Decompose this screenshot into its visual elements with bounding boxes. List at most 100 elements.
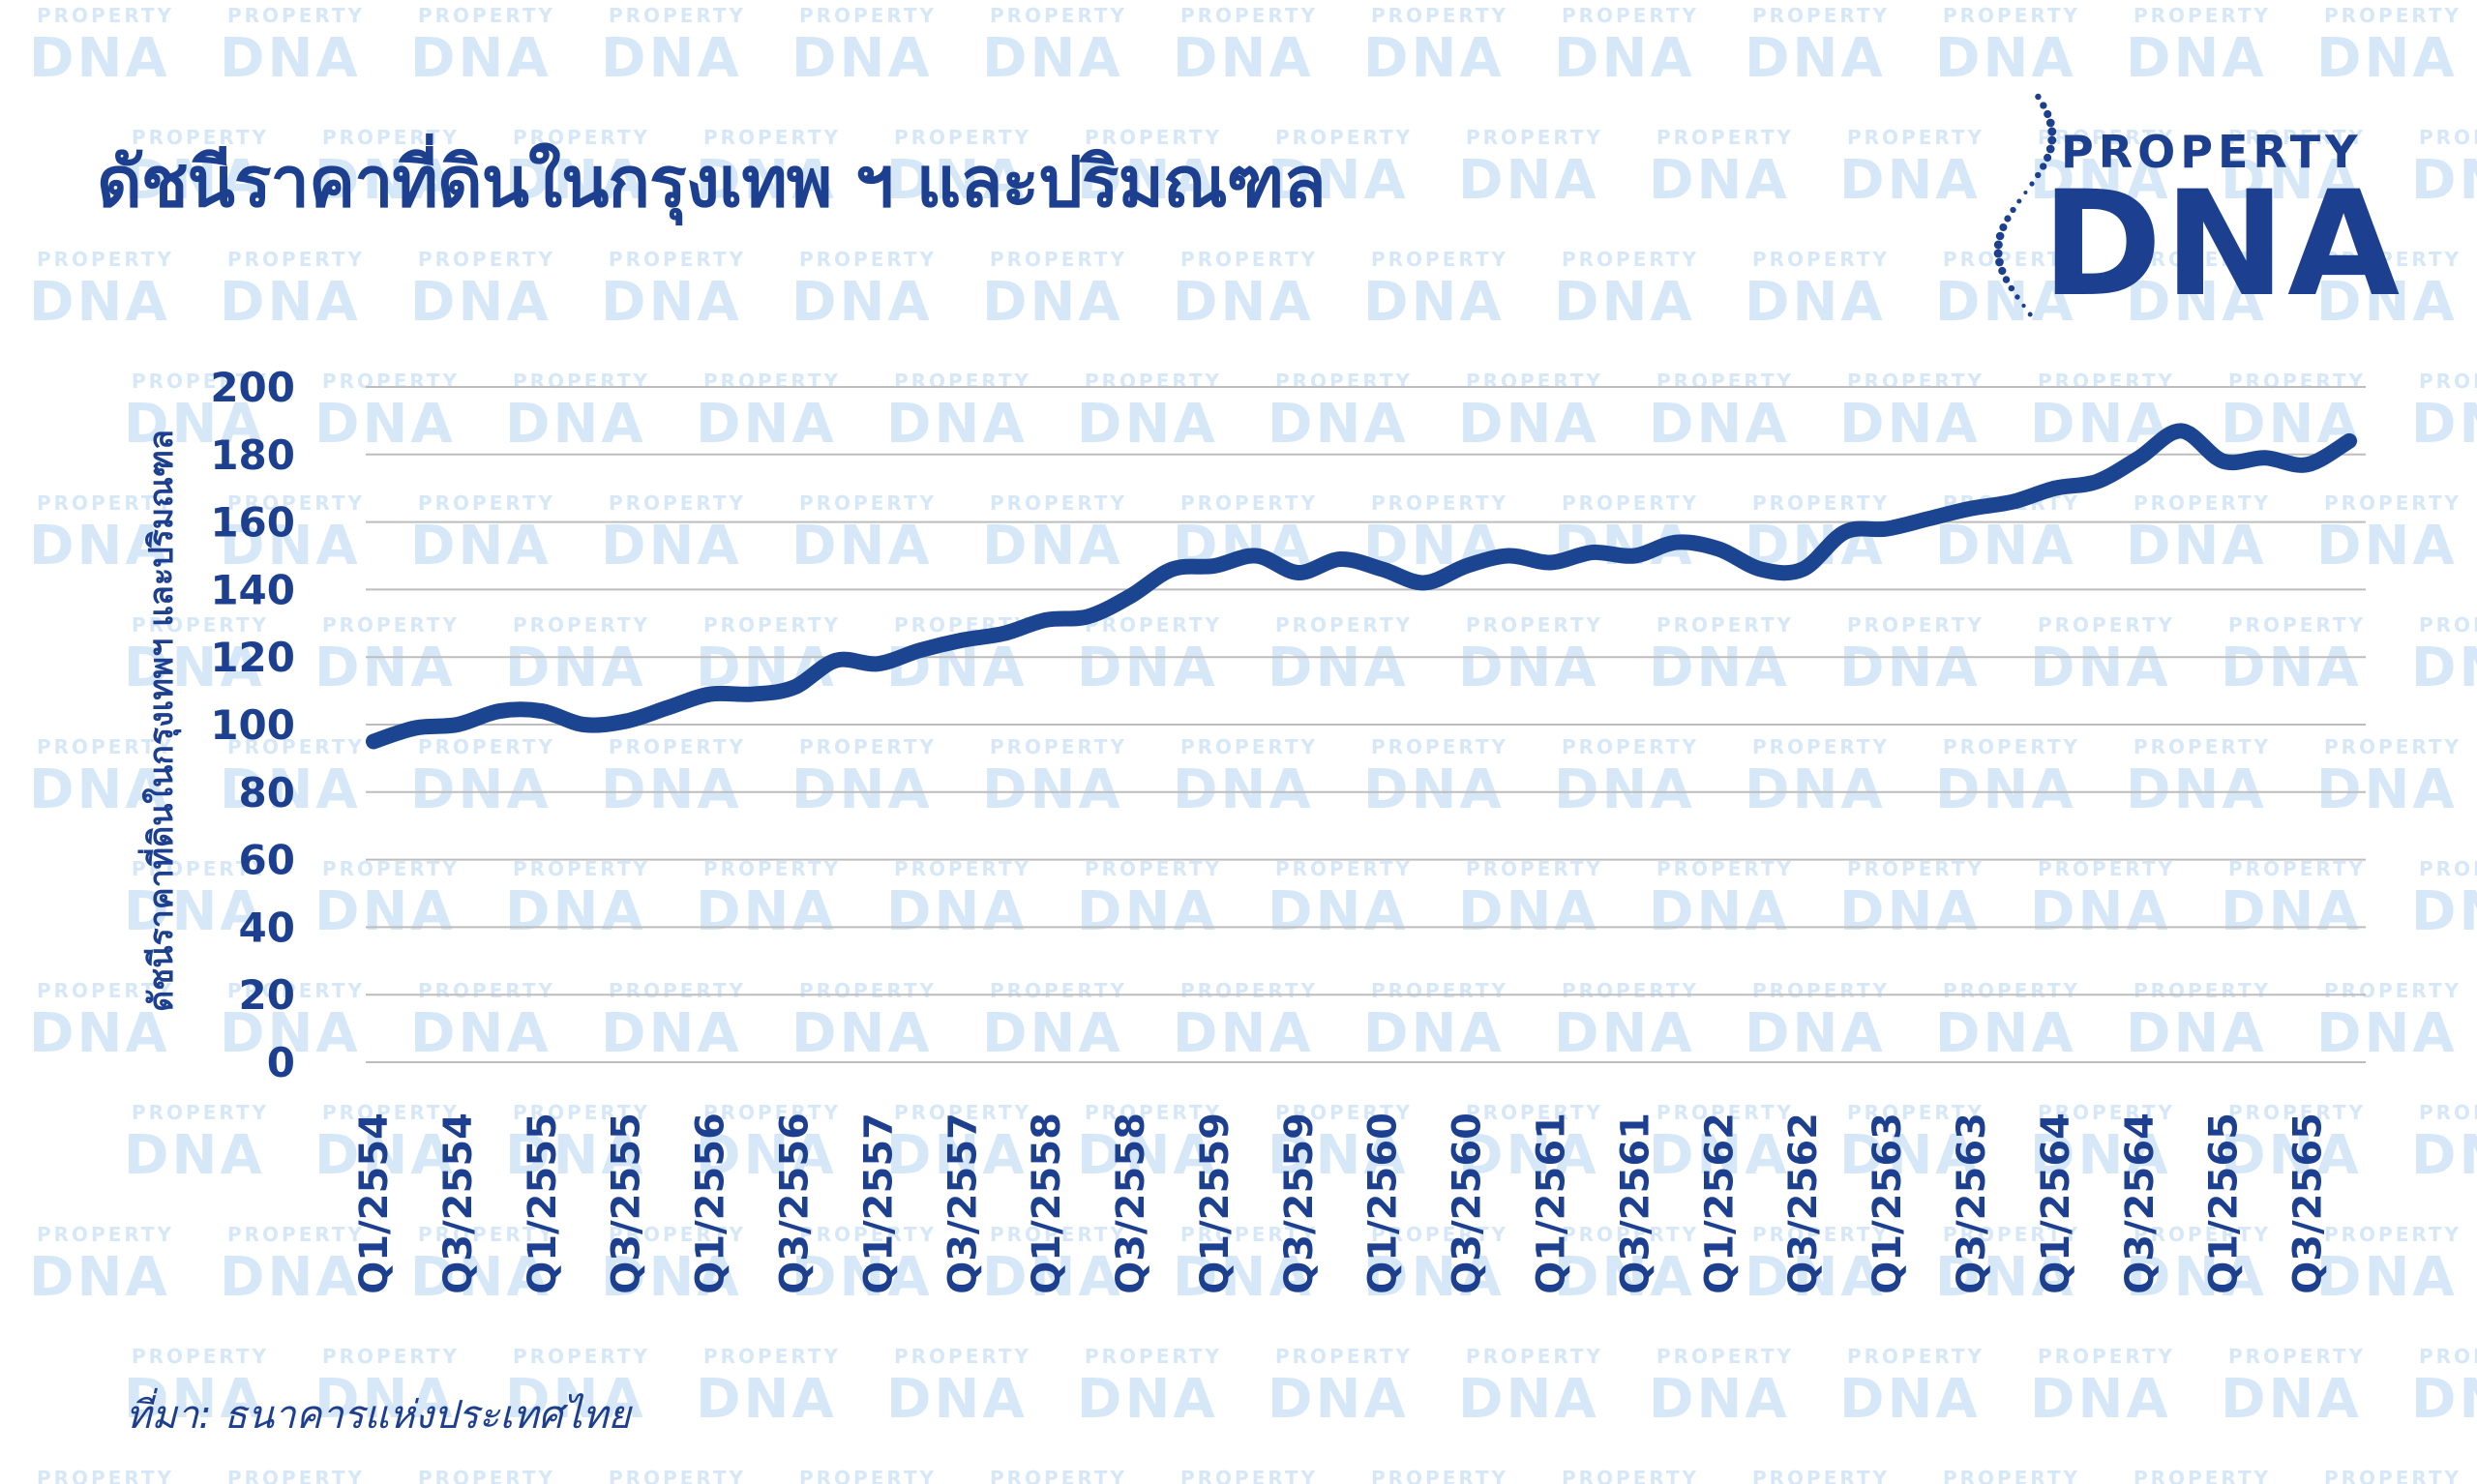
data-point xyxy=(1927,518,1930,520)
watermark-text-bottom: DNA xyxy=(1173,271,1314,334)
watermark-text-top: PROPERTY xyxy=(418,979,555,1002)
helix-dot xyxy=(2035,93,2042,101)
watermark-text-bottom: DNA xyxy=(2126,1002,2267,1065)
watermark-text-top: PROPERTY xyxy=(418,4,555,27)
y-tick-label: 100 xyxy=(210,701,295,749)
x-tick-label: Q1/2565 xyxy=(2202,1113,2247,1294)
watermark-text-bottom: DNA xyxy=(2316,515,2458,578)
data-point xyxy=(2180,430,2183,432)
watermark-text-top: PROPERTY xyxy=(2134,1467,2271,1484)
data-point xyxy=(1045,618,1048,621)
x-tick-label: Q3/2556 xyxy=(772,1113,817,1294)
helix-dot xyxy=(1995,231,2005,241)
data-point xyxy=(582,724,585,726)
y-tick-label: 180 xyxy=(210,431,295,479)
watermark-text-top: PROPERTY xyxy=(1275,613,1413,637)
watermark-text-bottom: DNA xyxy=(2221,637,2362,699)
helix-dot xyxy=(2045,118,2055,128)
watermark-text-top: PROPERTY xyxy=(1752,1223,1890,1246)
watermark-text-bottom: DNA xyxy=(1077,1124,1218,1187)
x-tick-label: Q3/2554 xyxy=(436,1113,481,1294)
watermark-text-top: PROPERTY xyxy=(1466,370,1603,393)
watermark-text-top: PROPERTY xyxy=(37,248,174,271)
watermark-text-bottom: DNA xyxy=(410,1246,552,1309)
helix-dot xyxy=(2040,163,2047,170)
data-point xyxy=(1297,571,1299,574)
watermark-text-top: PROPERTY xyxy=(418,248,555,271)
watermark-text-bottom: DNA xyxy=(1745,1002,1886,1065)
x-tick-label: Q1/2555 xyxy=(521,1113,565,1294)
watermark-text-bottom: DNA xyxy=(791,271,933,334)
watermark-text-bottom: DNA xyxy=(982,1246,1123,1309)
watermark-text-bottom: DNA xyxy=(2030,880,2171,943)
x-tick-label: Q1/2558 xyxy=(1025,1113,1069,1294)
watermark-text-top: PROPERTY xyxy=(799,1223,937,1246)
watermark-text-top: PROPERTY xyxy=(1656,1345,1794,1368)
watermark-text-bottom: DNA xyxy=(1077,149,1218,212)
helix-dot xyxy=(1995,257,2004,267)
watermark-text-bottom: DNA xyxy=(601,758,742,821)
watermark-text-top: PROPERTY xyxy=(609,248,746,271)
watermark-text-bottom: DNA xyxy=(2030,149,2171,212)
watermark-text-top: PROPERTY xyxy=(2419,1345,2477,1368)
watermark-text-bottom: DNA xyxy=(696,1368,837,1431)
data-point xyxy=(961,638,964,641)
watermark-text-bottom: DNA xyxy=(1554,758,1695,821)
watermark-text-top: PROPERTY xyxy=(799,4,937,27)
watermark-text-bottom: DNA xyxy=(29,271,170,334)
x-tick-label: Q1/2562 xyxy=(1697,1113,1742,1294)
watermark-text-top: PROPERTY xyxy=(2419,613,2477,637)
watermark-text-bottom: DNA xyxy=(1173,758,1314,821)
watermark-text-top: PROPERTY xyxy=(1275,370,1413,393)
y-tick-label: 40 xyxy=(239,904,295,951)
watermark-text-top: PROPERTY xyxy=(1180,491,1318,515)
watermark-text-top: PROPERTY xyxy=(1656,126,1794,149)
y-tick-label: 140 xyxy=(210,566,295,613)
watermark-text-top: PROPERTY xyxy=(2134,491,2271,515)
watermark-text-bottom: DNA xyxy=(505,880,646,943)
data-point xyxy=(1339,557,1342,560)
watermark-text-top: PROPERTY xyxy=(1371,1223,1508,1246)
watermark-text-bottom: DNA xyxy=(29,758,170,821)
watermark-text-bottom: DNA xyxy=(220,271,361,334)
watermark-text-top: PROPERTY xyxy=(322,1345,460,1368)
watermark-text-bottom: DNA xyxy=(2411,393,2477,456)
watermark-text-top: PROPERTY xyxy=(1085,1345,1222,1368)
x-tick-label: Q1/2560 xyxy=(1361,1113,1406,1294)
data-point xyxy=(414,727,417,729)
watermark-text-bottom: DNA xyxy=(982,758,1123,821)
watermark-text-bottom: DNA xyxy=(1458,393,1599,456)
watermark-text-bottom: DNA xyxy=(1077,637,1218,699)
watermark-text-top: PROPERTY xyxy=(1562,979,1699,1002)
watermark-text-bottom: DNA xyxy=(1554,1002,1695,1065)
watermark-text-bottom: DNA xyxy=(696,1124,837,1187)
